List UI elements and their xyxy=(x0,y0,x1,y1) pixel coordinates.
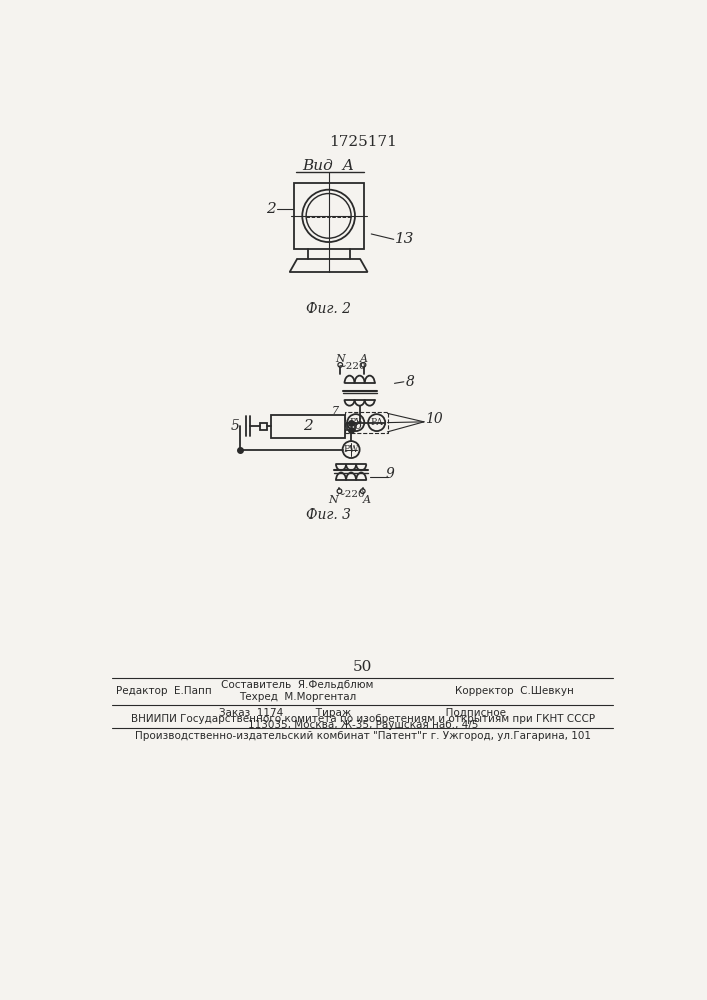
Text: N: N xyxy=(328,495,338,505)
Text: Производственно-издательский комбинат "Патент"г г. Ужгород, ул.Гагарина, 101: Производственно-издательский комбинат "П… xyxy=(135,731,591,741)
Text: 2: 2 xyxy=(303,419,313,433)
Text: 113035, Москва, Ж-35, Раушская наб., 4/5: 113035, Москва, Ж-35, Раушская наб., 4/5 xyxy=(247,720,478,730)
Text: Редактор  Е.Папп: Редактор Е.Папп xyxy=(115,686,211,696)
Text: 13: 13 xyxy=(395,232,414,246)
Bar xyxy=(345,412,387,433)
Text: Техред  М.Моргентал: Техред М.Моргентал xyxy=(239,692,356,702)
Bar xyxy=(347,423,355,430)
Text: 8: 8 xyxy=(406,375,415,389)
Text: 2: 2 xyxy=(266,202,275,216)
Text: РW: РW xyxy=(344,445,358,454)
Text: ~220: ~220 xyxy=(337,490,366,499)
Text: 1725171: 1725171 xyxy=(329,135,397,149)
Text: Корректор  С.Шевкун: Корректор С.Шевкун xyxy=(455,686,574,696)
Text: Фиг. 3: Фиг. 3 xyxy=(306,508,351,522)
Text: N: N xyxy=(335,354,345,364)
Text: 10: 10 xyxy=(426,412,443,426)
Text: Заказ  1174          Тираж                             Подписное: Заказ 1174 Тираж Подписное xyxy=(219,708,506,718)
Text: Составитель  Я.Фельдблюм: Составитель Я.Фельдблюм xyxy=(221,679,374,689)
Text: Вид  А: Вид А xyxy=(303,159,355,173)
Bar xyxy=(293,183,363,249)
Text: ВНИИПИ Государственного комитета по изобретениям и открытиям при ГКНТ СССР: ВНИИПИ Государственного комитета по изоб… xyxy=(131,714,595,724)
Bar xyxy=(271,415,345,438)
Text: A: A xyxy=(359,354,368,364)
Text: ~220: ~220 xyxy=(337,362,366,371)
Text: 6: 6 xyxy=(354,421,362,431)
Text: Фиг. 2: Фиг. 2 xyxy=(306,302,351,316)
Text: РУ: РУ xyxy=(349,418,362,427)
Bar xyxy=(259,423,267,430)
Text: 50: 50 xyxy=(353,660,373,674)
Text: РА: РА xyxy=(370,418,383,427)
Text: 9: 9 xyxy=(385,467,395,481)
Text: A: A xyxy=(363,495,370,505)
Text: 5: 5 xyxy=(230,419,240,433)
Text: 7: 7 xyxy=(332,406,339,416)
